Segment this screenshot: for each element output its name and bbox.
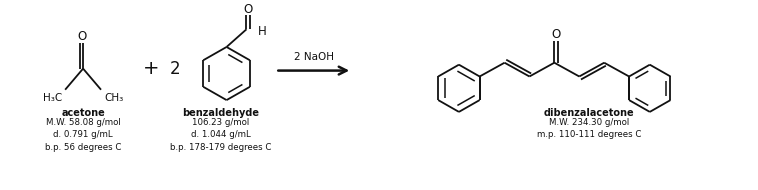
Text: CH₃: CH₃	[104, 93, 124, 103]
Text: 106.23 g/mol
d. 1.044 g/mL
b.p. 178-179 degrees C: 106.23 g/mol d. 1.044 g/mL b.p. 178-179 …	[170, 118, 271, 152]
Text: O: O	[552, 28, 561, 41]
Text: O: O	[244, 3, 253, 16]
Text: O: O	[77, 30, 86, 43]
Text: dibenzalacetone: dibenzalacetone	[544, 108, 634, 118]
Text: 2 NaOH: 2 NaOH	[294, 52, 334, 62]
Text: M.W. 58.08 g/mol
d. 0.791 g/mL
b.p. 56 degrees C: M.W. 58.08 g/mol d. 0.791 g/mL b.p. 56 d…	[45, 118, 121, 152]
Text: 2: 2	[170, 60, 180, 78]
Text: +: +	[143, 59, 159, 78]
Text: benzaldehyde: benzaldehyde	[182, 108, 259, 118]
Text: H: H	[258, 25, 266, 38]
Text: H₃C: H₃C	[43, 93, 62, 103]
Text: M.W. 234.30 g/mol
m.p. 110-111 degrees C: M.W. 234.30 g/mol m.p. 110-111 degrees C	[537, 118, 641, 139]
Text: acetone: acetone	[61, 108, 105, 118]
